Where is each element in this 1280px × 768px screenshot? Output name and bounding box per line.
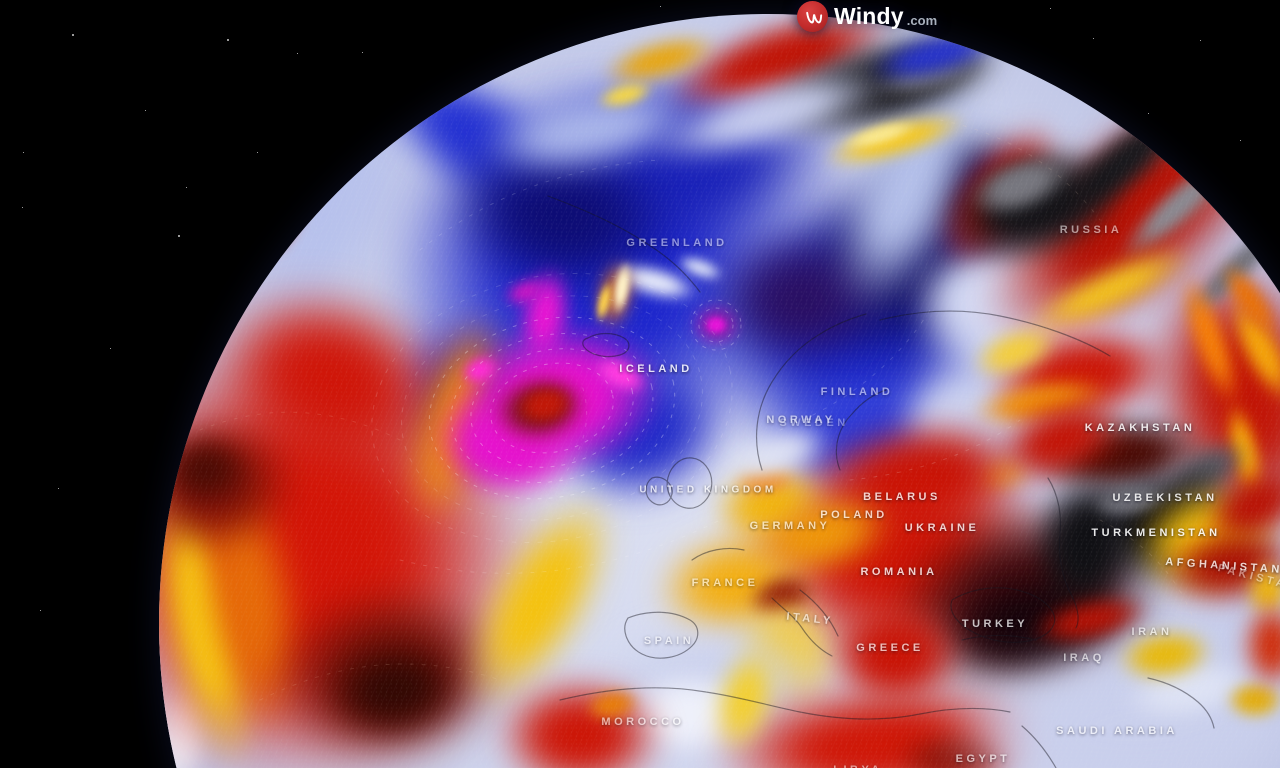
country-label-france: FRANCE (691, 577, 759, 589)
windy-logo[interactable]: Windy .com (797, 1, 937, 32)
windy-logo-brand: Windy (834, 3, 904, 29)
star (660, 6, 661, 7)
country-label-libya: LIBYA (833, 764, 883, 768)
country-label-iran: IRAN (1131, 626, 1173, 638)
country-label-greece: GREECE (856, 642, 924, 654)
star (110, 348, 111, 349)
earth-globe[interactable]: GREENLAND ICELAND FINLAND NORWAY SWEDEN UNITE… (159, 14, 1280, 768)
country-label-uzbekistan: UZBEKISTAN (1112, 492, 1218, 504)
country-label-iraq: IRAQ (1063, 652, 1105, 664)
windy-logo-icon (797, 1, 828, 32)
country-label-italy: ITALY (785, 610, 835, 628)
country-label-finland: FINLAND (820, 386, 894, 398)
star (22, 207, 23, 208)
country-label-russia: RUSSIA (1059, 224, 1123, 236)
country-label-ukraine: UKRAINE (904, 522, 980, 534)
country-label-sweden: SWEDEN (779, 417, 849, 429)
star (58, 488, 59, 489)
country-label-belarus: BELARUS (863, 491, 941, 503)
country-label-kazakhstan: KAZAKHSTAN (1084, 422, 1196, 434)
country-label-united-kingdom: UNITED KINGDOM (639, 484, 777, 496)
country-label-romania: ROMANIA (860, 566, 938, 578)
country-label-morocco: MOROCCO (601, 716, 685, 728)
star (145, 110, 146, 111)
country-label-turkmenistan: TURKMENISTAN (1091, 527, 1221, 539)
country-label-turkey: TURKEY (961, 618, 1029, 630)
country-label-egypt: EGYPT (955, 753, 1011, 765)
anomaly-colormap: GREENLAND ICELAND FINLAND NORWAY SWEDEN UNITE… (159, 14, 1280, 768)
star (1050, 8, 1051, 9)
country-label-iceland: ICELAND (619, 363, 693, 375)
country-label-germany: GERMANY (749, 520, 831, 532)
windy-logo-tld: .com (906, 13, 938, 28)
country-label-saudi-arabia: SAUDI ARABIA (1056, 725, 1178, 737)
country-label-greenland: GREENLAND (626, 237, 728, 249)
star (72, 34, 74, 36)
star (23, 152, 24, 153)
country-labels-layer: GREENLAND ICELAND FINLAND NORWAY SWEDEN UNITE… (159, 14, 1280, 768)
country-label-spain: SPAIN (643, 635, 695, 647)
star (40, 610, 41, 611)
